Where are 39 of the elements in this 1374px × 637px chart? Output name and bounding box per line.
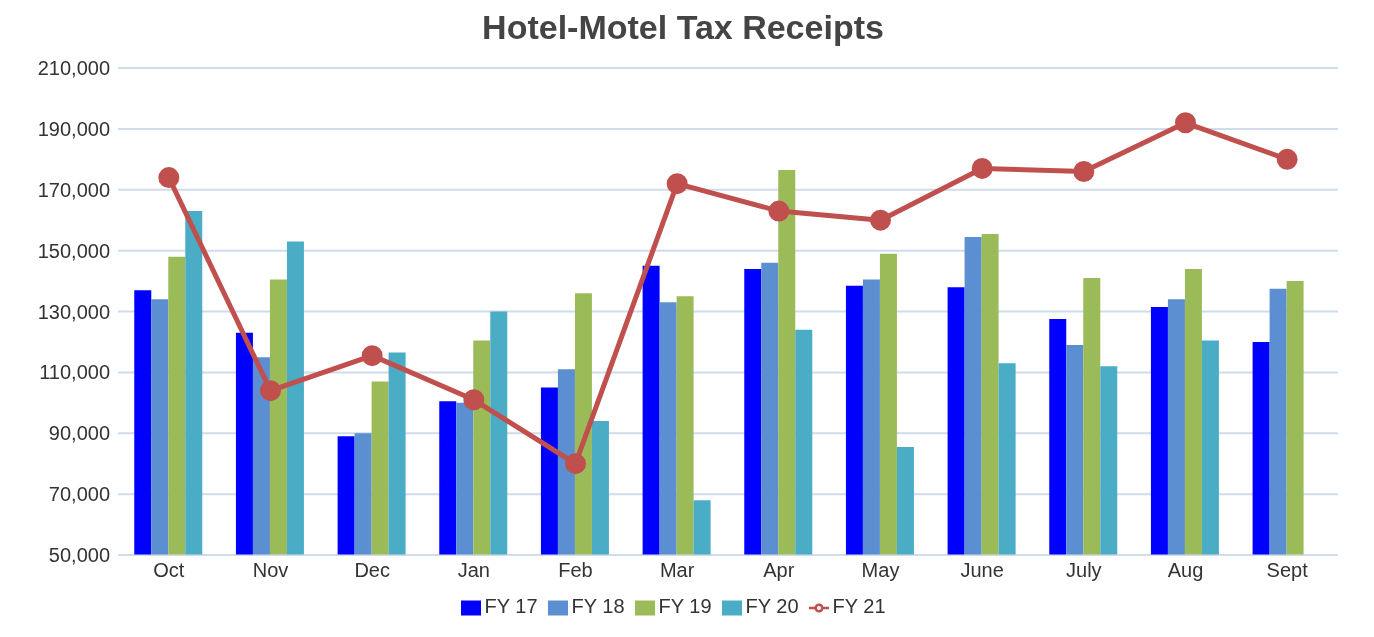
point	[870, 209, 891, 231]
x-tick-label: Apr	[763, 559, 795, 582]
legend-label: FY 18	[571, 595, 625, 617]
point	[1276, 148, 1298, 170]
y-tick-label: 110,000	[39, 361, 110, 384]
point	[361, 345, 383, 367]
y-tick-label: 130,000	[37, 300, 110, 323]
point	[1175, 112, 1196, 134]
y-tick-label: 150,000	[37, 239, 110, 262]
point	[666, 173, 688, 195]
x-tick-label: June	[960, 559, 1004, 582]
legend-label: FY 20	[745, 595, 799, 617]
point	[971, 157, 993, 179]
y-tick-label: 170,000	[37, 178, 110, 201]
x-tick-label: July	[1066, 559, 1102, 582]
point	[260, 380, 281, 402]
point	[1073, 160, 1095, 182]
point	[463, 389, 485, 411]
x-tick-label: Jan	[457, 559, 490, 582]
y-tick-label: 210,000	[37, 57, 110, 80]
legend-label: FY 17	[484, 595, 538, 617]
x-tick-label: Oct	[153, 559, 185, 582]
point	[768, 200, 790, 222]
x-tick-label: Nov	[252, 559, 289, 582]
y-tick-label: 50,000	[48, 544, 110, 567]
x-tick-label: Dec	[354, 559, 390, 582]
point	[158, 167, 180, 189]
x-tick-label: Aug	[1167, 559, 1204, 582]
x-tick-label: May	[861, 559, 900, 582]
x-tick-label: Feb	[558, 559, 593, 582]
y-tick-label: 190,000	[37, 117, 110, 140]
x-tick-label: Mar	[659, 559, 695, 582]
legend-label: FY 19	[658, 595, 712, 617]
y-tick-label: 70,000	[48, 483, 110, 506]
chart-title: Hotel-Motel Tax Receipts	[481, 8, 885, 48]
legend-label: FY 21	[832, 595, 886, 617]
x-tick-label: Sept	[1266, 559, 1309, 582]
y-tick-label: 90,000	[48, 422, 110, 445]
point	[565, 453, 586, 475]
